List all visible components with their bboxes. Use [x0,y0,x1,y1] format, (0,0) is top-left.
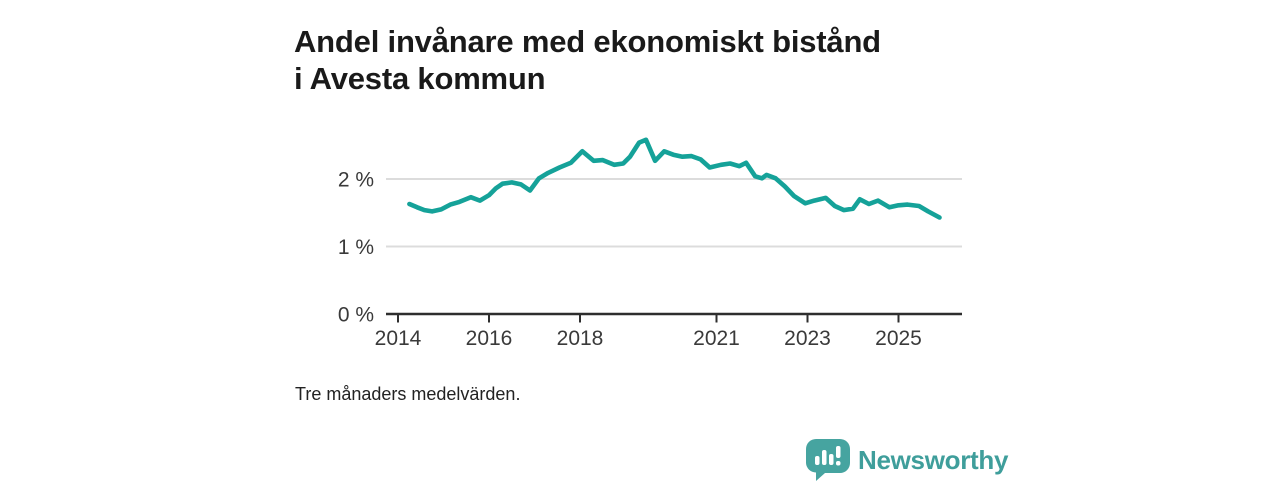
page-title: Andel invånare med ekonomiskt bistånd i … [294,23,881,96]
x-tick-label: 2021 [693,327,740,350]
x-tick-label: 2014 [375,327,422,350]
data-series-line [407,137,942,220]
y-tick-label: 0 % [338,304,374,327]
x-tick-label: 2016 [466,327,513,350]
x-tick-label: 2018 [557,327,604,350]
x-tick-label: 2025 [875,327,922,350]
x-tick-label: 2023 [784,327,831,350]
chart-footnote: Tre månaders medelvärden. [295,384,521,404]
y-tick-label: 1 % [338,236,374,259]
newsworthy-speech-bubble-bar-chart-icon [806,439,850,481]
newsworthy-logo: Newsworthy [806,439,1008,481]
y-tick-label: 2 % [338,169,374,192]
brand-wordmark: Newsworthy [858,445,1009,475]
